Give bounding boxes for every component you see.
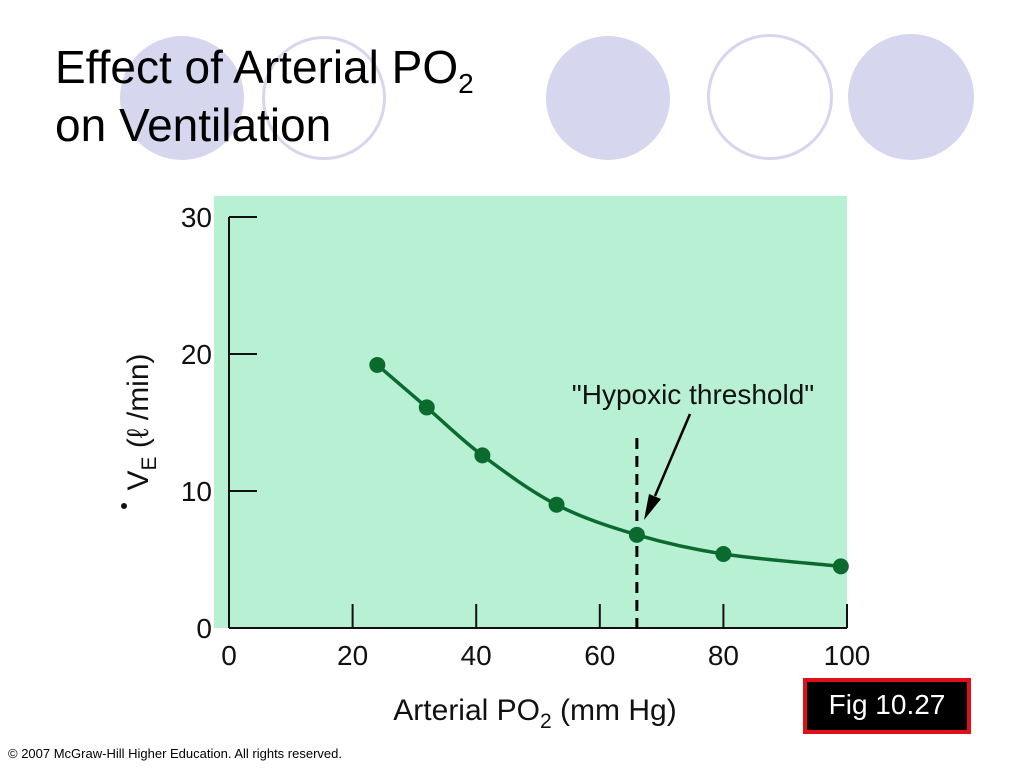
threshold-arrow-shaft xyxy=(653,413,692,497)
data-point xyxy=(628,526,645,543)
data-point xyxy=(369,356,386,373)
slide-title: Effect of Arterial PO2 on Ventilation xyxy=(55,38,474,154)
copyright-notice: © 2007 McGraw-Hill Higher Education. All… xyxy=(8,746,342,761)
title-line-1: Effect of Arterial PO xyxy=(55,41,459,93)
figure-label-text: Fig 10.27 xyxy=(828,689,946,720)
y-axis-title-dot xyxy=(121,503,127,509)
x-tick-label: 0 xyxy=(221,640,237,671)
threshold-arrowhead xyxy=(644,494,661,520)
data-point xyxy=(474,447,491,464)
data-point xyxy=(715,546,732,563)
data-point xyxy=(548,496,565,513)
decorative-circle xyxy=(707,34,833,160)
data-point xyxy=(832,558,849,575)
x-axis-title: Arterial PO2 (mm Hg) xyxy=(393,694,676,733)
x-tick-label: 20 xyxy=(337,640,368,671)
figure-label: Fig 10.27 xyxy=(803,678,971,734)
title-line-2: on Ventilation xyxy=(55,99,332,151)
y-axis-title: VE (ℓ /min) xyxy=(121,353,161,509)
x-tick-label: 40 xyxy=(461,640,492,671)
data-point xyxy=(418,399,435,416)
decorative-circle xyxy=(120,36,244,160)
y-tick-label: 20 xyxy=(181,339,212,370)
x-tick-label: 60 xyxy=(584,640,615,671)
decorative-circle xyxy=(546,36,670,160)
title-subscript: 2 xyxy=(458,68,474,99)
x-tick-label: 100 xyxy=(824,640,871,671)
y-tick-label: 0 xyxy=(196,613,212,644)
y-tick-label: 10 xyxy=(181,476,212,507)
threshold-label: "Hypoxic threshold" xyxy=(572,379,814,410)
svg-text:VE (ℓ /min): VE (ℓ /min) xyxy=(122,353,161,490)
y-tick-label: 30 xyxy=(181,202,212,233)
decorative-circle xyxy=(262,36,386,160)
plot-area xyxy=(214,196,847,628)
decorative-circle xyxy=(848,34,974,160)
x-tick-label: 80 xyxy=(708,640,739,671)
